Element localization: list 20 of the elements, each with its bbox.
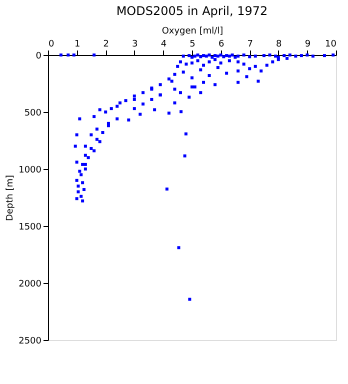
y-tick-label: 500 [24, 108, 42, 118]
y-tick-label: 1000 [18, 166, 42, 176]
x-tick-label: 1 [74, 40, 80, 50]
x-tick-label: 9 [304, 40, 311, 50]
y-tick-label: 0 [36, 52, 42, 62]
x-tick-label: 4 [160, 40, 167, 50]
x-tick-label: 0 [48, 40, 54, 50]
x-tick-label: 3 [132, 40, 138, 50]
x-tick-label: 7 [247, 40, 253, 50]
x-tick-label: 8 [276, 40, 282, 50]
x-tick-label: 6 [218, 40, 224, 50]
x-axis-title: Oxygen [ml/l] [162, 26, 224, 36]
x-tick-label: 10 [325, 40, 337, 50]
x-tick-label: 2 [103, 40, 109, 50]
x-tick-label: 5 [190, 40, 196, 50]
y-tick-label: 2500 [18, 336, 42, 346]
chart-title: MODS2005 in April, 1972 [116, 4, 268, 18]
y-tick-label: 2000 [18, 280, 42, 290]
y-axis-title: Depth [m] [6, 174, 16, 222]
y-tick-label: 1500 [18, 222, 42, 232]
